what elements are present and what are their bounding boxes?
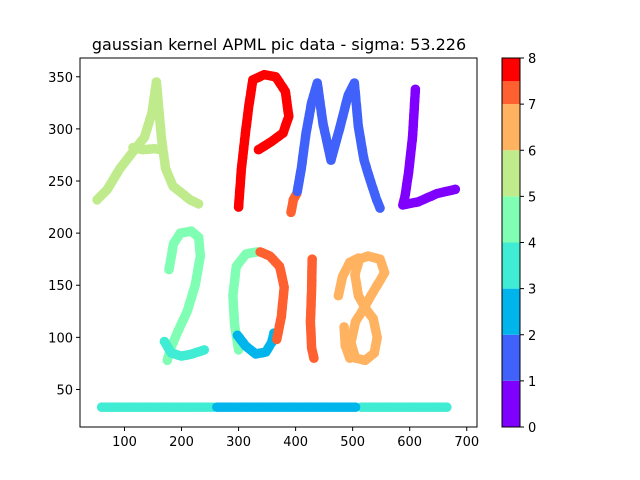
colorbar-tick-label: 1 — [528, 375, 536, 390]
y-tick-label: 250 — [48, 175, 73, 190]
y-tick-label: 150 — [48, 279, 73, 294]
colorbar-tick-label: 0 — [528, 421, 536, 436]
y-tick-label: 100 — [48, 331, 73, 346]
scatter-point-cluster-1 — [375, 203, 385, 213]
scatter-point-cluster-3 — [199, 345, 210, 355]
colorbar-segment — [502, 150, 520, 197]
scatter-point-cluster-6 — [372, 280, 383, 291]
colorbar-segment — [502, 242, 520, 289]
x-tick-label: 400 — [283, 435, 308, 450]
colorbar: 0 1 2 3 4 5 6 7 8 — [501, 52, 536, 436]
colorbar-segment — [502, 380, 520, 427]
points-layer — [92, 69, 461, 413]
x-tick-label: 700 — [454, 435, 479, 450]
y-tick-label: 50 — [56, 383, 73, 398]
colorbar-tick-label: 2 — [528, 329, 536, 344]
colorbar-tick-label: 6 — [528, 144, 536, 159]
scatter-point-cluster-7 — [309, 353, 319, 364]
colorbar-tick-label: 8 — [528, 52, 536, 67]
scatter-point-cluster-4 — [162, 355, 173, 366]
scatter-point-cluster-5 — [193, 199, 204, 209]
colorbar-tick-label: 5 — [528, 190, 536, 205]
x-tick-label: 200 — [169, 435, 194, 450]
plot-frame — [79, 57, 478, 428]
colorbar-segment — [502, 288, 520, 335]
colorbar-segment — [502, 196, 520, 243]
scatter-point-cluster-6 — [345, 353, 355, 364]
x-tick-label: 300 — [226, 435, 251, 450]
y-tick-label: 350 — [48, 71, 73, 86]
scatter-point-cluster-5 — [156, 144, 167, 155]
colorbar-segment — [502, 334, 520, 381]
chart-title: gaussian kernel APML pic data - sigma: 5… — [92, 35, 466, 54]
scatter-point-cluster-0 — [450, 184, 461, 195]
scatter-point-cluster-8 — [253, 144, 264, 155]
x-tick-label: 500 — [340, 435, 365, 450]
x-tick-label: 100 — [112, 435, 137, 450]
y-tick-label: 300 — [48, 123, 73, 138]
scatter-point-cluster-3 — [442, 402, 452, 413]
scatter-point-cluster-6 — [353, 253, 364, 263]
colorbar-tick-label: 3 — [528, 283, 536, 298]
colorbar-segment-top — [502, 58, 520, 82]
scatter-point-cluster-7 — [272, 334, 282, 345]
colorbar-tick-label: 7 — [528, 98, 536, 113]
scatter-point-cluster-2 — [350, 402, 361, 413]
x-axis: 100 200 300 400 500 600 700 — [112, 427, 479, 450]
colorbar-segment — [502, 104, 520, 151]
x-tick-label: 600 — [397, 435, 422, 450]
colorbar-tick-label: 4 — [528, 237, 536, 252]
y-tick-label: 200 — [48, 227, 73, 242]
y-axis: 50 100 150 200 250 300 350 — [48, 71, 80, 398]
